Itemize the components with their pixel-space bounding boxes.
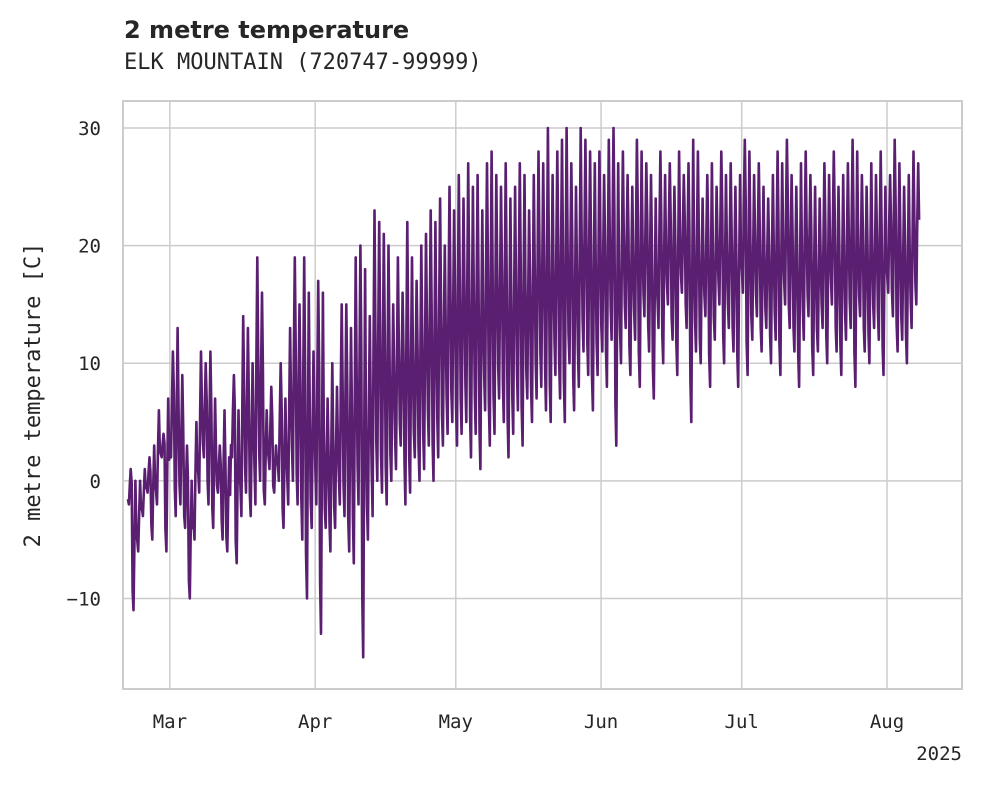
y-tick-label: 10 bbox=[78, 353, 101, 375]
temperature-line bbox=[126, 126, 921, 659]
y-tick-label: 0 bbox=[90, 471, 101, 493]
y-tick-labels: −10 0 10 20 30 bbox=[67, 118, 101, 610]
year-label: 2025 bbox=[916, 743, 962, 765]
series-group bbox=[126, 126, 921, 659]
y-tick-label: −10 bbox=[67, 588, 101, 610]
y-tick-label: 20 bbox=[78, 236, 101, 258]
x-tick-label: Jun bbox=[584, 711, 618, 733]
x-tick-label: Aug bbox=[870, 711, 904, 733]
y-tick-label: 30 bbox=[78, 118, 101, 140]
x-tick-label: Mar bbox=[153, 711, 187, 733]
plot-frame bbox=[122, 100, 963, 690]
chart-subtitle: ELK MOUNTAIN (720747-99999) bbox=[124, 50, 482, 75]
x-tick-label: Apr bbox=[298, 711, 332, 733]
y-axis-label: 2 metre temperature [C] bbox=[21, 243, 46, 548]
x-tick-label: May bbox=[439, 711, 473, 733]
chart-title: 2 metre temperature bbox=[124, 16, 410, 44]
x-tick-labels: Mar Apr May Jun Jul Aug bbox=[153, 711, 904, 733]
x-tick-label: Jul bbox=[725, 711, 759, 733]
